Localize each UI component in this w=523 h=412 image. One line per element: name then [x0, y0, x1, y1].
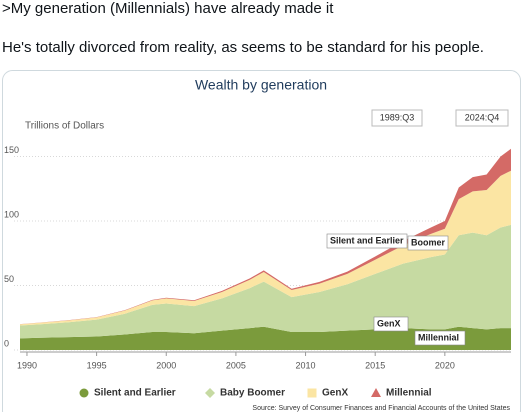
annotation-box — [407, 235, 449, 251]
date-label: 1989:Q3 — [380, 112, 415, 122]
chart-title: Wealth by generation — [195, 77, 327, 93]
x-tick-label: 2020 — [435, 360, 455, 370]
x-tick-label: 2015 — [365, 360, 385, 370]
legend-marker — [307, 388, 317, 398]
legend-marker — [79, 388, 89, 398]
post-text: He's totally divorced from reality, as s… — [2, 39, 484, 56]
annotation: Boomer — [411, 237, 446, 247]
annotation-box — [373, 316, 409, 332]
legend-label: Silent and Earlier — [94, 388, 176, 399]
legend-marker — [371, 388, 381, 397]
date-box — [371, 109, 423, 127]
legend-label: Millennial — [386, 388, 432, 399]
annotation-box — [414, 330, 466, 346]
legend-marker — [205, 388, 215, 398]
annotation: GenX — [377, 318, 401, 328]
area — [20, 326, 511, 350]
annotation-box — [326, 233, 408, 249]
date-box — [455, 109, 509, 127]
y-tick-label: 100 — [4, 209, 19, 219]
annotation: Silent and Earlier — [330, 235, 404, 245]
x-tick-label: 2005 — [226, 360, 246, 370]
legend-label: Baby Boomer — [220, 388, 285, 399]
y-tick-label: 50 — [4, 274, 14, 284]
x-tick-label: 1995 — [87, 360, 107, 370]
x-tick-label: 2000 — [156, 360, 176, 370]
post-text: >My generation (Millennials) have alread… — [2, 0, 334, 17]
area — [20, 224, 511, 339]
annotation: Millennial — [418, 332, 459, 342]
y-axis-label: Trillions of Dollars — [25, 121, 104, 132]
x-tick-label: 1990 — [17, 360, 37, 370]
y-tick-label: 0 — [4, 338, 9, 348]
y-tick-label: 150 — [4, 145, 19, 155]
date-label: 2024:Q4 — [465, 112, 500, 122]
x-tick-label: 2010 — [296, 360, 316, 370]
legend-label: GenX — [322, 388, 348, 399]
source: Source: Survey of Consumer Finances and … — [252, 405, 510, 412]
